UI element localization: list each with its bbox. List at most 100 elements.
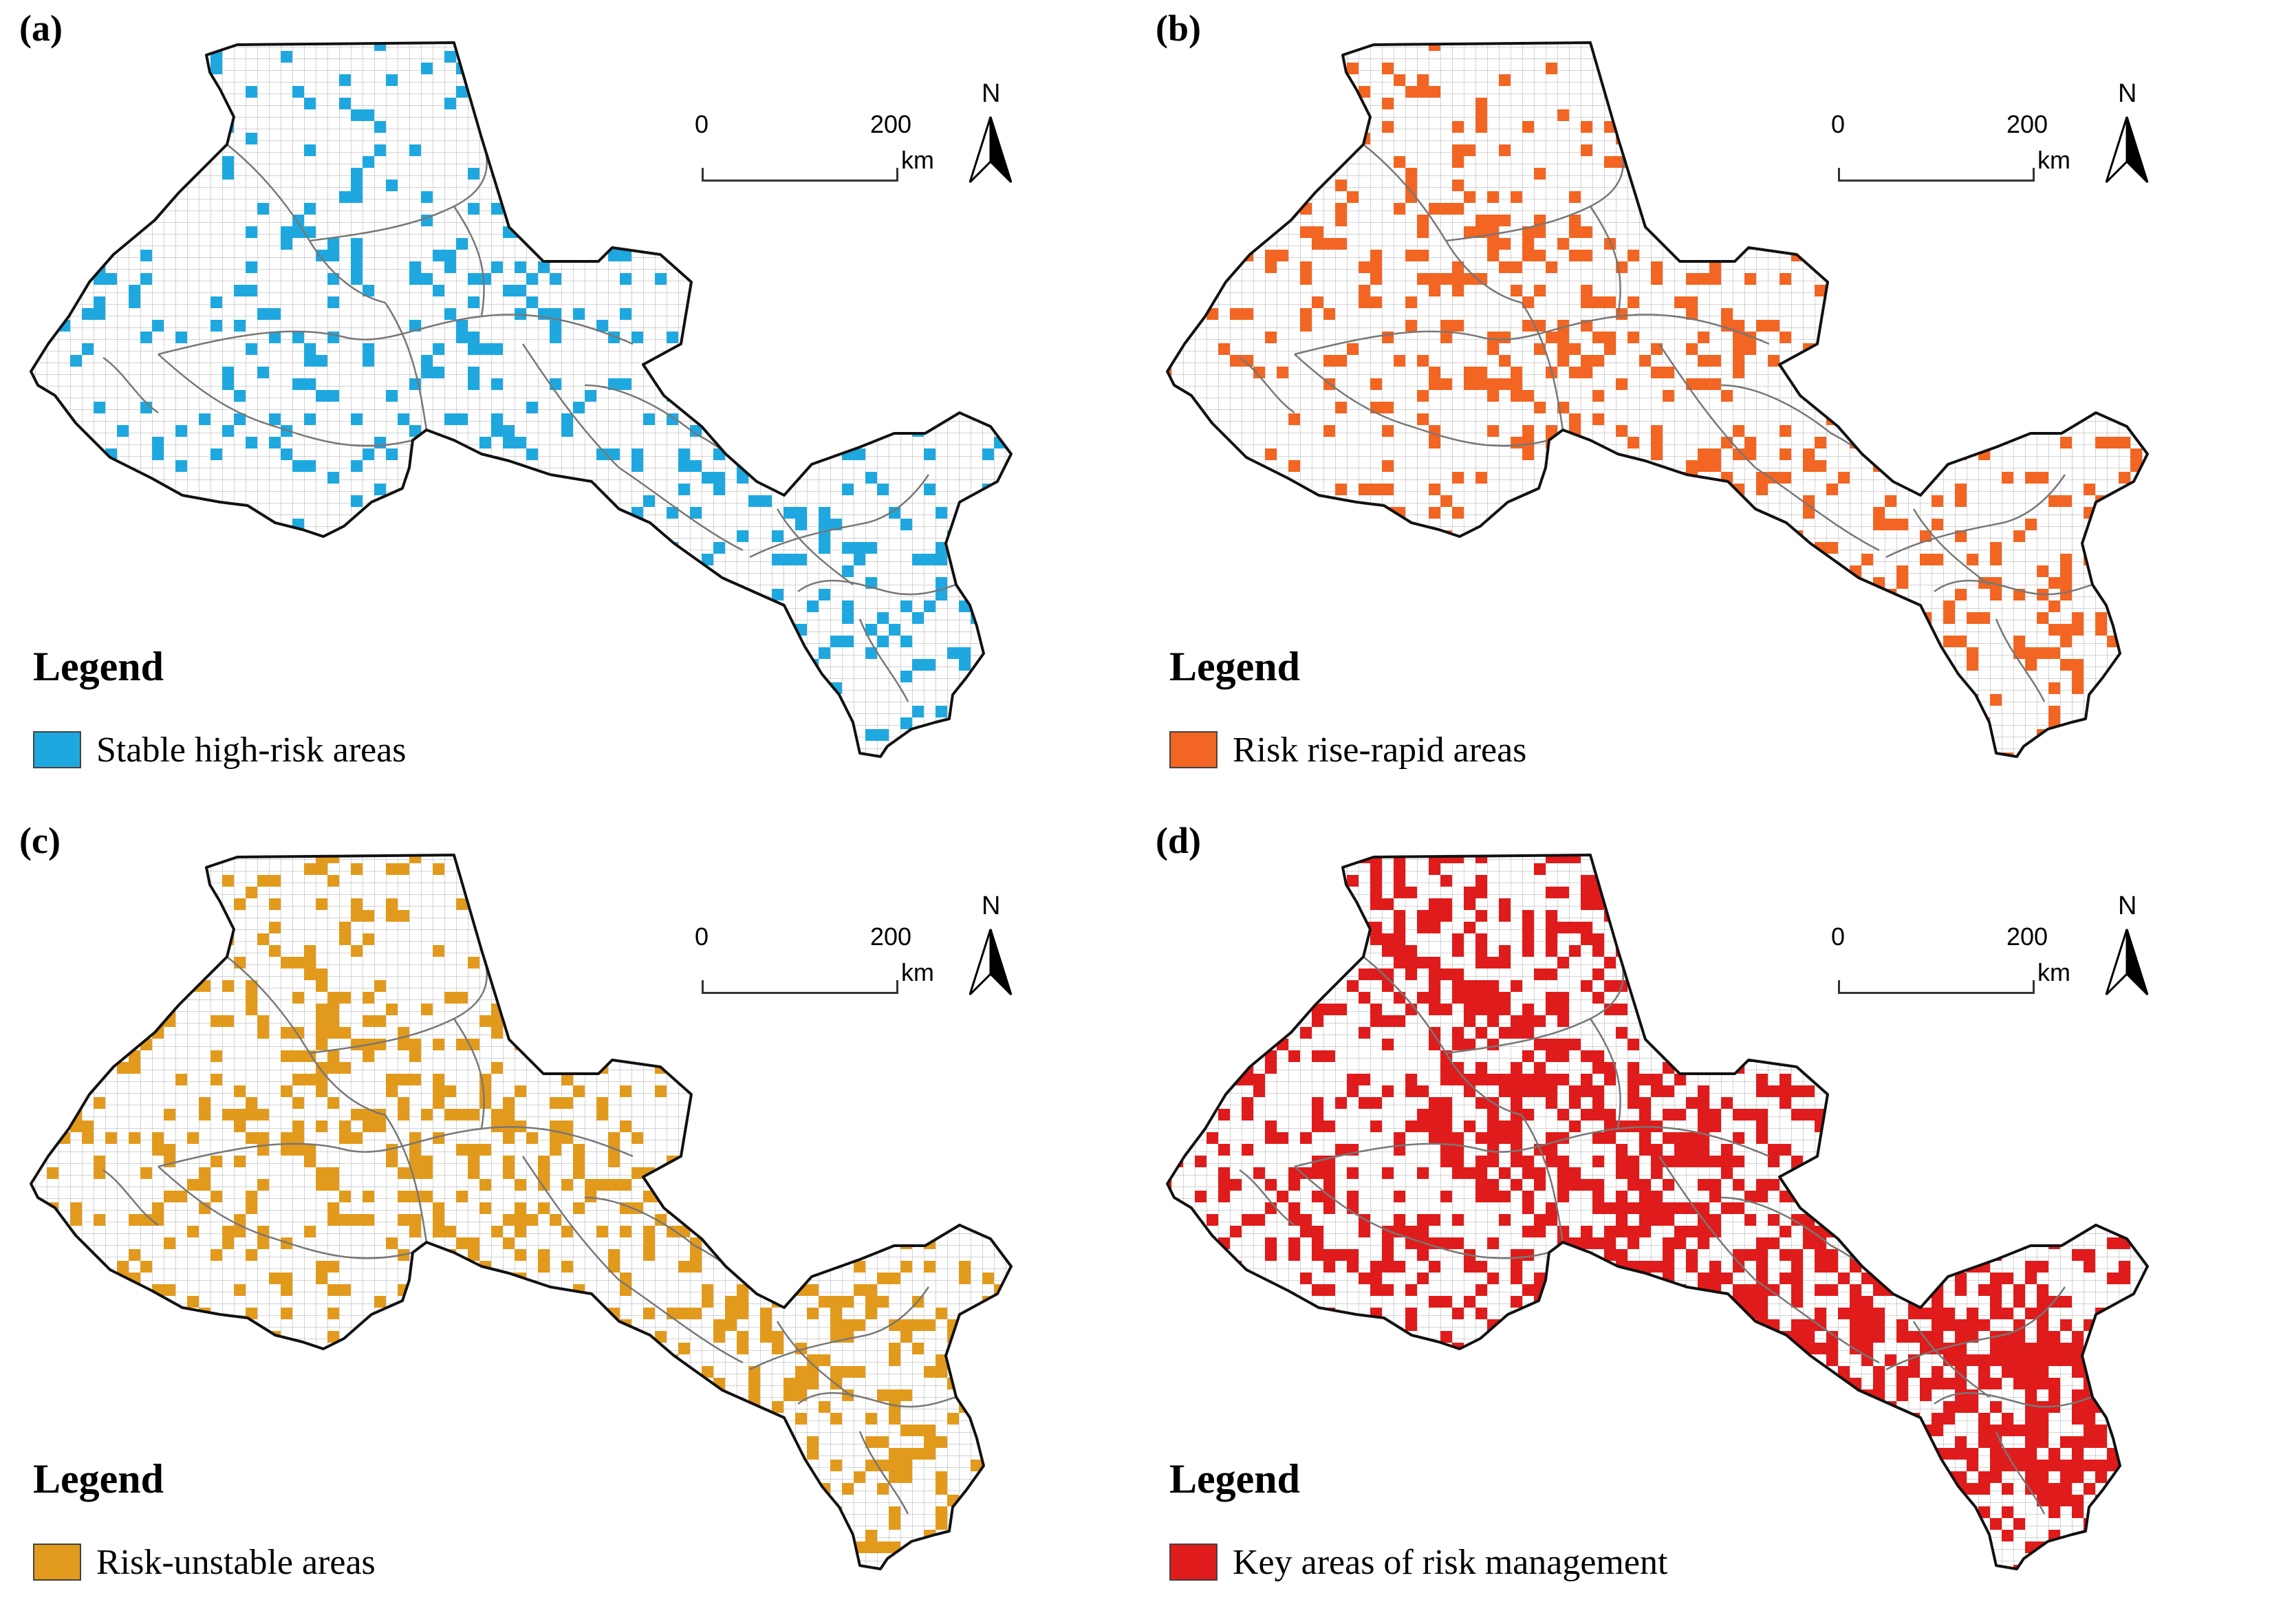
risk-cell bbox=[795, 1109, 807, 1120]
risk-cell bbox=[1253, 109, 1265, 121]
risk-cell bbox=[1522, 600, 1534, 612]
risk-cell bbox=[1744, 448, 1756, 460]
risk-cell bbox=[1604, 1202, 1616, 1214]
risk-cell bbox=[35, 1518, 47, 1530]
risk-cell bbox=[2072, 1027, 2084, 1039]
risk-cell bbox=[1651, 1214, 1663, 1226]
risk-cell bbox=[152, 1202, 164, 1214]
risk-cell bbox=[1452, 1413, 1464, 1425]
risk-cell bbox=[819, 1296, 830, 1308]
risk-cell bbox=[795, 1378, 807, 1389]
risk-cell bbox=[2025, 1448, 2037, 1460]
risk-cell bbox=[1288, 1331, 1300, 1343]
risk-cell bbox=[2002, 1273, 2013, 1284]
risk-cell bbox=[1253, 1436, 1265, 1448]
risk-cell bbox=[1744, 343, 1756, 355]
risk-cell bbox=[631, 1401, 643, 1413]
risk-cell bbox=[281, 1425, 292, 1436]
risk-cell bbox=[164, 1460, 175, 1471]
risk-cell bbox=[351, 495, 363, 507]
risk-cell bbox=[807, 250, 819, 261]
risk-cell bbox=[1990, 1226, 2002, 1237]
risk-cell bbox=[1522, 1389, 1534, 1401]
risk-cell bbox=[1709, 519, 1721, 530]
risk-cell bbox=[304, 460, 316, 472]
risk-cell bbox=[1932, 1331, 1943, 1343]
risk-cell bbox=[1405, 1425, 1417, 1436]
risk-cell bbox=[1452, 273, 1464, 285]
risk-cell bbox=[1604, 980, 1616, 992]
risk-cell bbox=[140, 1506, 152, 1518]
risk-cell bbox=[199, 1109, 210, 1120]
risk-cell bbox=[550, 980, 561, 992]
risk-cell bbox=[1978, 612, 1990, 624]
legend-swatch bbox=[33, 731, 81, 768]
risk-cell bbox=[1850, 1296, 1861, 1308]
risk-cell bbox=[1440, 1132, 1452, 1144]
risk-cell bbox=[246, 133, 257, 144]
risk-cell bbox=[175, 671, 187, 682]
risk-cell bbox=[2095, 1050, 2107, 1062]
risk-cell bbox=[1277, 565, 1288, 577]
risk-cell bbox=[1429, 367, 1440, 378]
risk-cell bbox=[1522, 1483, 1534, 1495]
risk-cell bbox=[1440, 1425, 1452, 1436]
risk-cell bbox=[1417, 74, 1429, 86]
risk-cell bbox=[269, 922, 281, 933]
risk-cell bbox=[1148, 1074, 1160, 1085]
risk-cell bbox=[819, 1518, 830, 1530]
risk-cell bbox=[515, 589, 526, 600]
risk-cell bbox=[1487, 1015, 1499, 1027]
risk-cell bbox=[971, 1120, 982, 1132]
risk-cell bbox=[526, 1331, 538, 1343]
risk-cell bbox=[1955, 1401, 1967, 1413]
risk-cell bbox=[1323, 840, 1335, 852]
risk-cell bbox=[935, 554, 947, 565]
risk-cell bbox=[1815, 1202, 1826, 1214]
risk-cell bbox=[468, 1249, 479, 1261]
risk-cell bbox=[398, 1541, 409, 1553]
risk-cell bbox=[2130, 1389, 2142, 1401]
risk-cell bbox=[643, 495, 655, 507]
risk-cell bbox=[1627, 1237, 1639, 1249]
risk-cell bbox=[1838, 741, 1850, 753]
risk-cell bbox=[737, 1039, 748, 1050]
risk-cell bbox=[585, 659, 596, 671]
risk-cell bbox=[971, 1565, 982, 1569]
risk-cell bbox=[1417, 910, 1429, 922]
risk-cell bbox=[351, 261, 363, 273]
risk-cell bbox=[526, 448, 538, 460]
risk-cell bbox=[1382, 1261, 1394, 1273]
risk-cell bbox=[1955, 1027, 1967, 1039]
risk-cell bbox=[1920, 910, 1932, 922]
risk-cell bbox=[1604, 887, 1616, 898]
risk-cell bbox=[2072, 1120, 2084, 1132]
risk-cell bbox=[1803, 612, 1815, 624]
risk-cell bbox=[199, 1179, 210, 1191]
risk-cell bbox=[409, 855, 421, 863]
risk-cell bbox=[1405, 320, 1417, 332]
risk-cell bbox=[1136, 647, 1148, 659]
risk-cell bbox=[1873, 741, 1885, 753]
risk-cell bbox=[1978, 1425, 1990, 1436]
risk-cell bbox=[1382, 968, 1394, 980]
risk-cell bbox=[234, 1120, 246, 1132]
risk-cell bbox=[2130, 28, 2142, 39]
risk-cell bbox=[1978, 1471, 1990, 1483]
risk-cell bbox=[924, 1553, 935, 1565]
risk-cell bbox=[1709, 1062, 1721, 1074]
risk-cell bbox=[444, 1553, 456, 1565]
risk-cell bbox=[468, 332, 479, 343]
risk-cell bbox=[1663, 1436, 1674, 1448]
risk-cell bbox=[783, 1389, 795, 1401]
risk-cell bbox=[1990, 1471, 2002, 1483]
risk-cell bbox=[444, 484, 456, 495]
risk-cell bbox=[1511, 1506, 1522, 1518]
risk-cell bbox=[1429, 1097, 1440, 1109]
risk-cell bbox=[1826, 1495, 1838, 1506]
risk-cell bbox=[737, 530, 748, 542]
risk-cell bbox=[1838, 1413, 1850, 1425]
risk-cell bbox=[1627, 437, 1639, 448]
risk-cell bbox=[1288, 86, 1300, 98]
risk-cell bbox=[1370, 968, 1382, 980]
